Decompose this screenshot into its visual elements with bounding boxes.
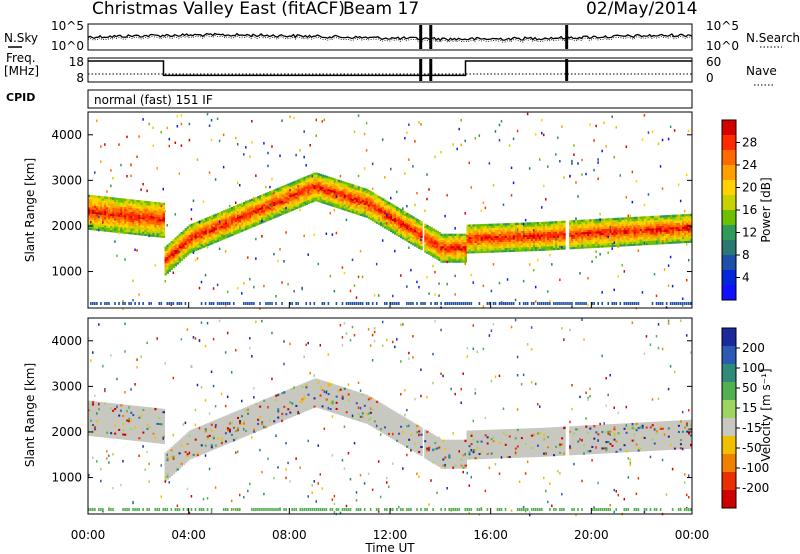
nsearch-label: N.Search <box>746 31 800 45</box>
velocity-colorbar-tick: 15 <box>742 401 757 415</box>
nsky-label: N.Sky <box>4 31 38 45</box>
power-colorbar-swatch <box>722 225 736 241</box>
x-tick-label: 00:00 <box>71 528 106 542</box>
noise-gap-mark <box>419 25 423 49</box>
noise-sky-line <box>87 32 693 42</box>
velocity-colorbar-tick: -100 <box>742 461 769 475</box>
power-colorbar-tick: 4 <box>742 271 750 285</box>
power-colorbar-tick: 20 <box>742 181 757 195</box>
freq-gap-mark <box>429 59 433 81</box>
noise-left-tick-top: 10^5 <box>51 19 84 33</box>
noise-panel: 10^5 10^0 10^5 10^0 <box>51 19 739 53</box>
velocity-colorbar-label: Velocity [m s⁻¹] <box>759 368 773 461</box>
freq-label: Freq. <box>6 51 36 65</box>
y-tick-label: 4000 <box>51 128 82 142</box>
freq-unit-label: [MHz] <box>4 64 39 78</box>
power-colorbar-swatch <box>722 210 736 226</box>
noise-left-tick-bottom: 10^0 <box>51 39 84 53</box>
power-colorbar-label: Power [dB] <box>759 177 773 242</box>
x-tick-label: 00:00 <box>675 528 710 542</box>
velocity-colorbar-tick: -50 <box>742 441 762 455</box>
noise-gap-mark <box>565 25 569 49</box>
velocity-colorbar-tick: 100 <box>742 361 765 375</box>
power-colorbar-swatch <box>722 285 736 301</box>
power-colorbar-swatch <box>722 240 736 256</box>
y-tick-label: 1000 <box>51 471 82 485</box>
plot-title: Christmas Valley East (fitACF) <box>92 0 345 19</box>
velocity-colorbar: 200 100 50 15 -15 -50 -100 -200 <box>721 327 769 509</box>
velocity-colorbar-swatch <box>722 454 736 473</box>
y-tick-label: 3000 <box>51 173 82 187</box>
power-colorbar-swatch <box>722 135 736 151</box>
freq-right-tick-bottom: 0 <box>706 71 714 85</box>
power-colorbar-tick: 8 <box>742 248 750 262</box>
velocity-colorbar-swatch <box>722 490 736 509</box>
power-colorbar: 28 24 20 16 12 8 4 <box>721 119 757 301</box>
velocity-colorbar-swatch <box>722 472 736 491</box>
velocity-ylabel: Slant Range [km] <box>23 363 37 467</box>
y-tick-label: 1000 <box>51 265 82 279</box>
y-tick-label: 2000 <box>51 219 82 233</box>
velocity-colorbar-swatch <box>722 382 736 401</box>
power-colorbar-swatch <box>722 150 736 166</box>
freq-gap-mark <box>419 59 423 81</box>
power-colorbar-tick: 24 <box>742 158 757 172</box>
x-tick-label: 16:00 <box>473 528 508 542</box>
x-tick-label: 20:00 <box>574 528 609 542</box>
cpid-value: normal (fast) 151 IF <box>94 93 213 107</box>
power-panel: 1000 2000 3000 4000 Slant Range [km] <box>23 111 693 311</box>
power-colorbar-swatch <box>722 180 736 196</box>
noise-right-tick-top: 10^5 <box>706 19 739 33</box>
velocity-colorbar-tick: 200 <box>742 341 765 355</box>
power-colorbar-tick: 12 <box>742 226 757 240</box>
freq-left-tick-top: 18 <box>69 55 84 69</box>
nave-label: Nave <box>746 64 777 78</box>
freq-left-tick-bottom: 8 <box>76 71 84 85</box>
freq-gap-mark <box>565 59 569 81</box>
velocity-colorbar-tick: -15 <box>742 421 762 435</box>
plot-date: 02/May/2014 <box>586 0 698 19</box>
x-tick-label: 12:00 <box>373 528 408 542</box>
velocity-colorbar-swatch <box>722 328 736 347</box>
velocity-colorbar-swatch <box>722 364 736 383</box>
frequency-panel: 18 8 60 0 <box>69 55 722 85</box>
x-axis: 00:00 04:00 08:00 12:00 16:00 20:00 00:00 <box>71 302 710 542</box>
x-tick-label: 08:00 <box>272 528 307 542</box>
cpid-panel <box>87 89 693 109</box>
power-ylabel: Slant Range [km] <box>23 158 37 262</box>
x-tick-label: 04:00 <box>171 528 206 542</box>
noise-gap-mark <box>429 25 433 49</box>
velocity-colorbar-swatch <box>722 346 736 365</box>
power-colorbar-tick: 16 <box>742 203 757 217</box>
x-axis-label: Time UT <box>364 541 415 554</box>
velocity-colorbar-tick: -200 <box>742 481 769 495</box>
velocity-panel: 1000 2000 3000 4000 Slant Range [km] <box>23 317 693 517</box>
frequency-line <box>88 60 692 77</box>
power-scatter <box>88 112 693 311</box>
power-colorbar-swatch <box>722 195 736 211</box>
velocity-scatter <box>88 318 693 517</box>
beam-label: Beam 17 <box>343 0 419 19</box>
power-colorbar-swatch <box>722 165 736 181</box>
power-colorbar-swatch <box>722 270 736 286</box>
y-tick-label: 3000 <box>51 379 82 393</box>
noise-search-line <box>87 35 693 43</box>
power-colorbar-tick: 28 <box>742 136 757 150</box>
velocity-colorbar-swatch <box>722 418 736 437</box>
velocity-colorbar-tick: 50 <box>742 381 757 395</box>
velocity-colorbar-swatch <box>722 436 736 455</box>
power-colorbar-swatch <box>722 255 736 271</box>
y-tick-label: 4000 <box>51 334 82 348</box>
noise-right-tick-bottom: 10^0 <box>706 39 739 53</box>
velocity-colorbar-swatch <box>722 400 736 419</box>
cpid-label: CPID <box>6 91 35 104</box>
freq-right-tick-top: 60 <box>706 55 721 69</box>
power-colorbar-swatch <box>722 120 736 136</box>
y-tick-label: 2000 <box>51 425 82 439</box>
